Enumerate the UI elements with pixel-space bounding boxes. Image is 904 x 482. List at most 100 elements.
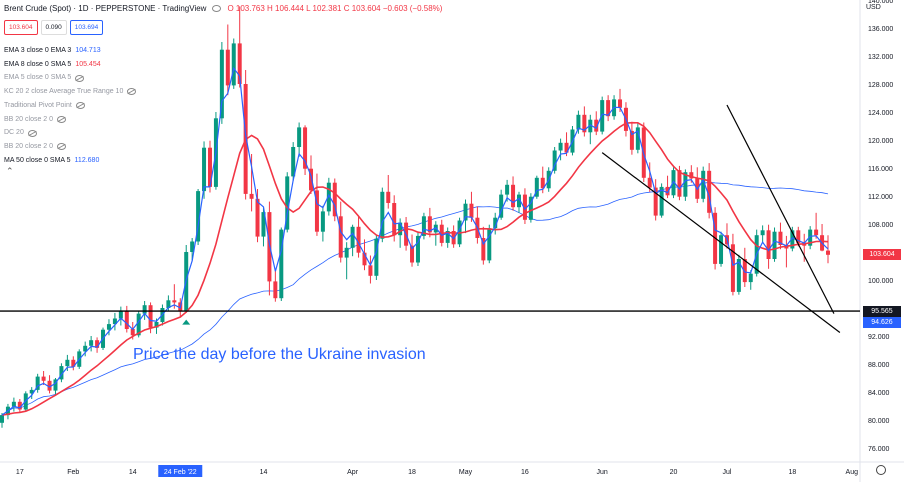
candle-body xyxy=(689,172,694,179)
candle-body xyxy=(368,265,373,276)
indicator-value: 105.454 xyxy=(75,60,101,68)
indicator-row[interactable]: EMA 5 close 0 SMA 5 xyxy=(4,71,136,85)
candle-body xyxy=(445,231,450,243)
candle-body xyxy=(653,187,658,216)
candle-body xyxy=(487,228,492,261)
y-tick-label: 92.000 xyxy=(868,334,890,341)
candle-body xyxy=(386,191,391,203)
x-tick-label: May xyxy=(459,469,473,476)
candle-body xyxy=(172,300,177,303)
candle-body xyxy=(142,305,147,314)
eye-off-icon[interactable] xyxy=(57,143,67,151)
currency-label[interactable]: USD xyxy=(866,4,881,11)
x-tick-label: 17 xyxy=(16,469,24,476)
y-tick-label: 100.000 xyxy=(868,278,893,285)
candle-body xyxy=(279,229,284,299)
sell-button[interactable]: 103.604 xyxy=(4,20,38,35)
candle-body xyxy=(499,194,504,218)
buy-button[interactable]: 103.694 xyxy=(69,20,104,35)
candle-body xyxy=(493,217,498,229)
indicator-row[interactable]: EMA 8 close 0 SMA 5 105.454 xyxy=(4,58,136,72)
indicator-row[interactable]: BB 20 close 2 0 xyxy=(4,113,136,127)
indicator-label: EMA 8 close 0 SMA 5 xyxy=(4,60,72,68)
candle-body xyxy=(356,226,361,253)
candle-body xyxy=(202,147,207,192)
candle-body xyxy=(683,172,688,197)
indicator-row[interactable]: EMA 3 close 0 EMA 3 104.713 xyxy=(4,44,136,58)
indicator-row[interactable]: DC 20 xyxy=(4,126,136,140)
candle-body xyxy=(314,190,319,232)
candle-body xyxy=(742,259,747,283)
candle-body xyxy=(665,186,670,196)
candle-body xyxy=(522,194,527,220)
indicator-row[interactable]: BB 20 close 2 0 xyxy=(4,140,136,154)
indicator-row[interactable]: KC 20 2 close Average True Range 10 xyxy=(4,85,137,99)
gear-icon[interactable] xyxy=(876,465,886,475)
arrow-up-icon xyxy=(182,319,191,325)
candle-body xyxy=(772,231,777,259)
indicator-label: KC 20 2 close Average True Range 10 xyxy=(4,88,124,96)
candle-body xyxy=(273,281,278,299)
y-tick-label: 120.000 xyxy=(868,138,893,145)
chart-header: Brent Crude (Spot) · 1D · PEPPERSTONE · … xyxy=(4,4,442,13)
candle-body xyxy=(618,99,623,108)
collapse-legend-icon[interactable]: ⌃ xyxy=(6,166,14,176)
x-tick-highlight xyxy=(158,465,203,477)
eye-off-icon[interactable] xyxy=(75,74,85,82)
indicator-row[interactable]: Traditional Pivot Point xyxy=(4,99,136,113)
candle-body xyxy=(392,203,397,236)
candle-body xyxy=(71,359,76,367)
indicator-label: EMA 3 close 0 EMA 3 xyxy=(4,47,72,54)
chart-annotation: Price the day before the Ukraine invasio… xyxy=(133,346,426,363)
indicator-row[interactable]: MA 50 close 0 SMA 5 112.680 xyxy=(4,154,136,168)
candle-body xyxy=(421,216,426,236)
candle-body xyxy=(190,241,195,252)
y-tick-label: 80.000 xyxy=(868,418,890,425)
x-tick-label: Jul xyxy=(723,469,732,476)
eye-icon[interactable] xyxy=(212,5,222,12)
candle-body xyxy=(410,245,415,263)
eye-off-icon[interactable] xyxy=(57,115,67,123)
candle-body xyxy=(540,177,545,189)
candle-body xyxy=(106,324,111,330)
candle-body xyxy=(594,119,599,132)
y-tick-label: 136.000 xyxy=(868,26,893,33)
candle-body xyxy=(320,211,325,232)
candle-body xyxy=(808,229,813,246)
x-tick-label: 18 xyxy=(788,469,796,476)
candle-body xyxy=(59,366,64,380)
candle-body xyxy=(344,247,349,258)
trendline xyxy=(601,152,841,333)
candle-body xyxy=(237,43,242,84)
eye-off-icon[interactable] xyxy=(75,102,85,110)
symbol-title[interactable]: Brent Crude (Spot) · 1D · PEPPERSTONE · … xyxy=(4,4,207,13)
candle-body xyxy=(481,238,486,261)
candle-body xyxy=(415,235,420,263)
candle-body xyxy=(790,230,795,249)
candle-body xyxy=(326,182,331,212)
candle-body xyxy=(35,376,40,390)
candle-body xyxy=(374,238,379,276)
candle-body xyxy=(89,340,94,346)
candle-body xyxy=(677,170,682,197)
candle-body xyxy=(112,318,117,325)
y-tick-label: 140.000 xyxy=(868,0,893,5)
candle-body xyxy=(701,170,706,199)
candle-body xyxy=(41,376,46,381)
x-tick-label: 14 xyxy=(129,469,137,476)
candle-body xyxy=(511,184,516,208)
x-tick-label: Apr xyxy=(347,469,359,476)
candle-body xyxy=(65,359,70,367)
eye-off-icon[interactable] xyxy=(127,88,137,96)
candle-body xyxy=(196,191,201,242)
candle-body xyxy=(207,147,212,187)
x-tick-label: 24 Feb '22 xyxy=(164,469,197,476)
indicator-value: 112.680 xyxy=(74,156,100,164)
candle-body xyxy=(766,230,771,259)
price-tag: 103.604 xyxy=(863,249,901,261)
candle-body xyxy=(778,231,783,245)
eye-off-icon[interactable] xyxy=(27,129,37,137)
candle-body xyxy=(219,49,224,119)
candle-body xyxy=(332,182,337,217)
